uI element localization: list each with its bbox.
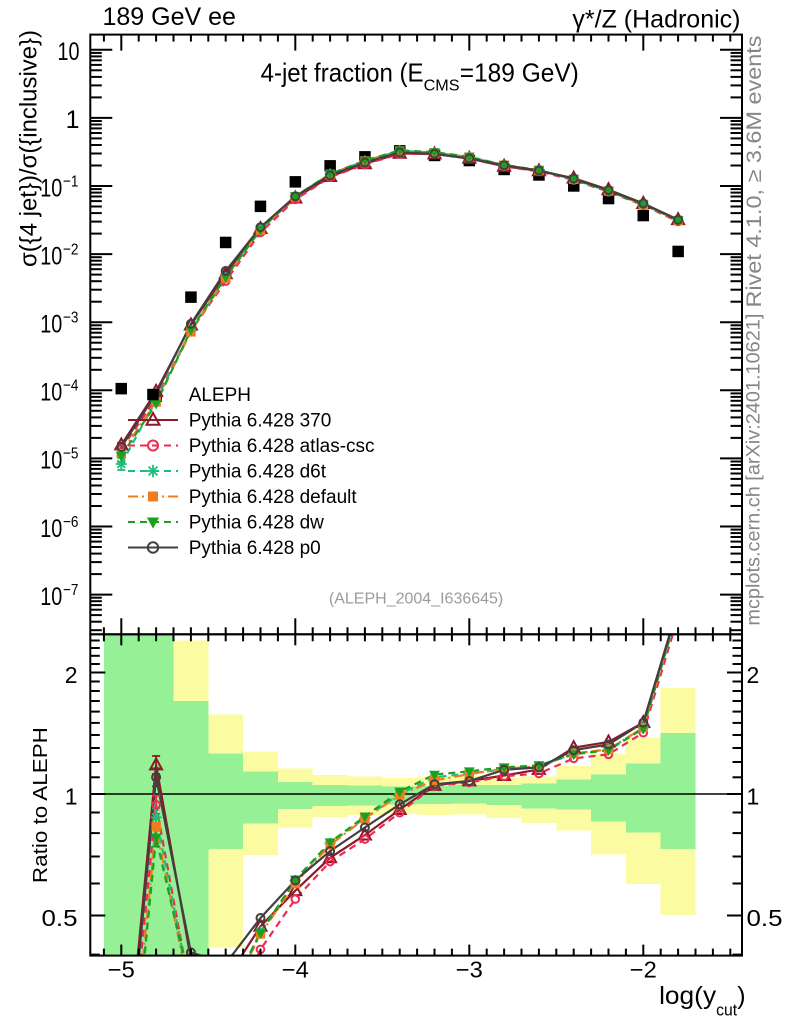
svg-text:1: 1 xyxy=(65,784,78,810)
svg-text:0.5: 0.5 xyxy=(747,905,783,931)
svg-text:Pythia 6.428 atlas-csc: Pythia 6.428 atlas-csc xyxy=(189,436,375,457)
svg-text:2: 2 xyxy=(747,662,760,688)
svg-text:Pythia 6.428 370: Pythia 6.428 370 xyxy=(189,411,332,432)
svg-text:−7: −7 xyxy=(63,582,79,599)
svg-text:−5: −5 xyxy=(108,957,135,983)
svg-text:−3: −3 xyxy=(456,957,483,983)
svg-text:10: 10 xyxy=(58,38,80,66)
svg-text:Pythia 6.428 p0: Pythia 6.428 p0 xyxy=(189,538,321,559)
svg-text:−3: −3 xyxy=(63,310,79,327)
svg-text:189 GeV ee: 189 GeV ee xyxy=(103,3,236,31)
svg-text:−5: −5 xyxy=(63,446,79,463)
svg-text:−2: −2 xyxy=(63,241,79,258)
svg-text:): ) xyxy=(737,982,745,1010)
svg-text:10: 10 xyxy=(40,311,62,339)
svg-text:−4: −4 xyxy=(282,957,309,983)
svg-text:−4: −4 xyxy=(63,378,79,395)
svg-text:Rivet 4.1.0, ≥ 3.6M events: Rivet 4.1.0, ≥ 3.6M events xyxy=(743,36,766,308)
svg-text:10: 10 xyxy=(40,447,62,475)
svg-text:log(y: log(y xyxy=(659,982,717,1010)
svg-text:10: 10 xyxy=(40,379,62,407)
svg-text:Pythia 6.428 default: Pythia 6.428 default xyxy=(189,487,358,508)
svg-text:−6: −6 xyxy=(63,514,79,531)
svg-text:10: 10 xyxy=(40,515,62,543)
svg-text:γ*/Z (Hadronic): γ*/Z (Hadronic) xyxy=(572,6,740,34)
svg-text:ALEPH: ALEPH xyxy=(189,385,251,406)
svg-text:4-jet fraction (E: 4-jet fraction (E xyxy=(261,57,424,87)
svg-text:2: 2 xyxy=(65,662,78,688)
svg-text:Ratio to ALEPH: Ratio to ALEPH xyxy=(30,727,52,883)
svg-text:(ALEPH_2004_I636645): (ALEPH_2004_I636645) xyxy=(329,591,503,608)
svg-text:−2: −2 xyxy=(630,957,657,983)
svg-text:cut: cut xyxy=(716,1000,737,1019)
svg-text:−1: −1 xyxy=(63,173,79,190)
svg-text:10: 10 xyxy=(40,242,62,270)
svg-text:Pythia 6.428 d6t: Pythia 6.428 d6t xyxy=(189,462,327,483)
svg-text:mcplots.cern.ch [arXiv:2401.10: mcplots.cern.ch [arXiv:2401.10621] xyxy=(743,314,765,626)
svg-text:σ({4 jet})/σ({inclusive}): σ({4 jet})/σ({inclusive}) xyxy=(16,30,43,267)
svg-text:CMS: CMS xyxy=(424,78,460,95)
svg-text:10: 10 xyxy=(40,174,62,202)
svg-text:1: 1 xyxy=(747,784,760,810)
svg-text:=189 GeV): =189 GeV) xyxy=(460,57,579,87)
svg-text:Pythia 6.428 dw: Pythia 6.428 dw xyxy=(189,513,324,534)
svg-text:1: 1 xyxy=(66,106,80,134)
svg-text:0.5: 0.5 xyxy=(42,905,78,931)
svg-text:10: 10 xyxy=(40,583,62,611)
